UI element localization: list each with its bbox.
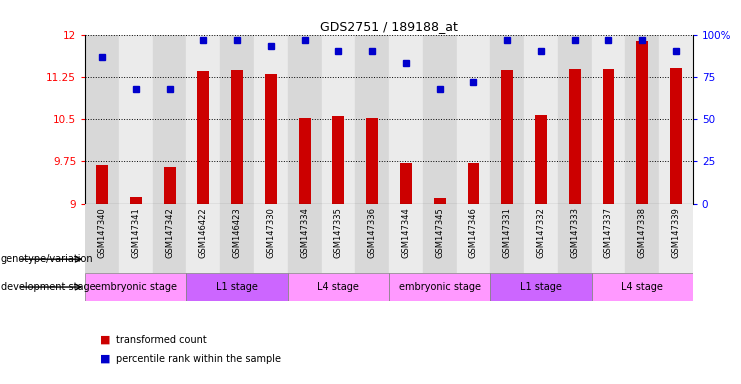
Bar xyxy=(591,35,625,204)
Bar xyxy=(558,204,591,273)
Bar xyxy=(254,35,288,204)
Bar xyxy=(535,114,547,204)
Text: embryonic stage: embryonic stage xyxy=(399,282,481,292)
Bar xyxy=(130,197,142,204)
Text: L1 stage: L1 stage xyxy=(520,282,562,292)
Bar xyxy=(299,118,310,204)
Bar xyxy=(220,35,254,204)
Text: GSM146422: GSM146422 xyxy=(199,207,208,258)
Bar xyxy=(85,35,119,204)
Bar xyxy=(119,204,153,273)
Text: GSM147337: GSM147337 xyxy=(604,207,613,258)
Bar xyxy=(389,273,491,301)
Bar xyxy=(96,165,108,204)
Bar xyxy=(456,35,491,204)
Bar xyxy=(659,204,693,273)
Bar xyxy=(423,204,456,273)
Bar xyxy=(491,204,524,273)
Text: GSM147333: GSM147333 xyxy=(570,207,579,258)
Bar xyxy=(85,204,119,273)
Bar xyxy=(625,35,659,204)
Bar xyxy=(153,204,187,273)
Bar xyxy=(85,273,187,301)
Text: ■: ■ xyxy=(100,335,110,345)
Text: ■: ■ xyxy=(100,354,110,364)
Bar xyxy=(456,204,491,273)
Bar xyxy=(197,71,209,204)
Bar xyxy=(389,35,423,204)
Bar xyxy=(637,41,648,204)
Bar xyxy=(322,204,355,273)
Bar xyxy=(333,116,345,204)
Bar xyxy=(265,74,277,204)
Text: embryonic stage: embryonic stage xyxy=(95,282,177,292)
Bar xyxy=(164,167,176,204)
Text: GSM147346: GSM147346 xyxy=(469,207,478,258)
Bar xyxy=(491,273,591,301)
Bar xyxy=(468,163,479,204)
Bar xyxy=(220,204,254,273)
Text: GSM147344: GSM147344 xyxy=(402,207,411,258)
Text: GSM147338: GSM147338 xyxy=(638,207,647,258)
Bar xyxy=(322,35,355,204)
Text: percentile rank within the sample: percentile rank within the sample xyxy=(116,354,282,364)
Bar xyxy=(400,163,412,204)
Bar xyxy=(187,35,220,204)
Bar xyxy=(625,204,659,273)
Bar xyxy=(389,248,693,271)
Title: GDS2751 / 189188_at: GDS2751 / 189188_at xyxy=(320,20,458,33)
Bar xyxy=(569,70,581,204)
Text: GSM147340: GSM147340 xyxy=(98,207,107,258)
Text: GSM147331: GSM147331 xyxy=(502,207,512,258)
Bar xyxy=(355,35,389,204)
Bar xyxy=(501,70,513,204)
Bar xyxy=(591,204,625,273)
Bar xyxy=(389,204,423,273)
Bar xyxy=(288,204,322,273)
Bar xyxy=(491,35,524,204)
Text: L4 stage: L4 stage xyxy=(621,282,663,292)
Bar xyxy=(187,273,288,301)
Bar xyxy=(433,198,445,204)
Bar xyxy=(602,70,614,204)
Text: GSM147342: GSM147342 xyxy=(165,207,174,258)
Bar xyxy=(366,118,378,204)
Bar xyxy=(119,35,153,204)
Text: L1 stage: L1 stage xyxy=(216,282,258,292)
Text: wild type: wild type xyxy=(212,254,262,264)
Bar xyxy=(254,204,288,273)
Text: GSM147334: GSM147334 xyxy=(300,207,309,258)
Bar xyxy=(355,204,389,273)
Bar xyxy=(659,35,693,204)
Text: GSM147335: GSM147335 xyxy=(334,207,343,258)
Bar xyxy=(670,68,682,204)
Text: development stage: development stage xyxy=(1,282,96,292)
Bar xyxy=(423,35,456,204)
Text: GSM147339: GSM147339 xyxy=(671,207,680,258)
Text: GSM146423: GSM146423 xyxy=(233,207,242,258)
Text: GSM147336: GSM147336 xyxy=(368,207,376,258)
Text: GSM147330: GSM147330 xyxy=(266,207,276,258)
Text: transformed count: transformed count xyxy=(116,335,207,345)
Bar xyxy=(187,204,220,273)
Text: GSM147341: GSM147341 xyxy=(131,207,140,258)
Text: L4 stage: L4 stage xyxy=(317,282,359,292)
Text: GSM147332: GSM147332 xyxy=(536,207,545,258)
Bar xyxy=(288,273,389,301)
Bar xyxy=(524,204,558,273)
Bar xyxy=(524,35,558,204)
Bar xyxy=(231,70,243,204)
Bar xyxy=(153,35,187,204)
Bar xyxy=(591,273,693,301)
Text: GSM147345: GSM147345 xyxy=(435,207,444,258)
Text: lin-35 mutant: lin-35 mutant xyxy=(503,254,579,264)
Bar xyxy=(288,35,322,204)
Bar xyxy=(558,35,591,204)
Text: genotype/variation: genotype/variation xyxy=(1,254,93,264)
Bar xyxy=(85,248,389,271)
